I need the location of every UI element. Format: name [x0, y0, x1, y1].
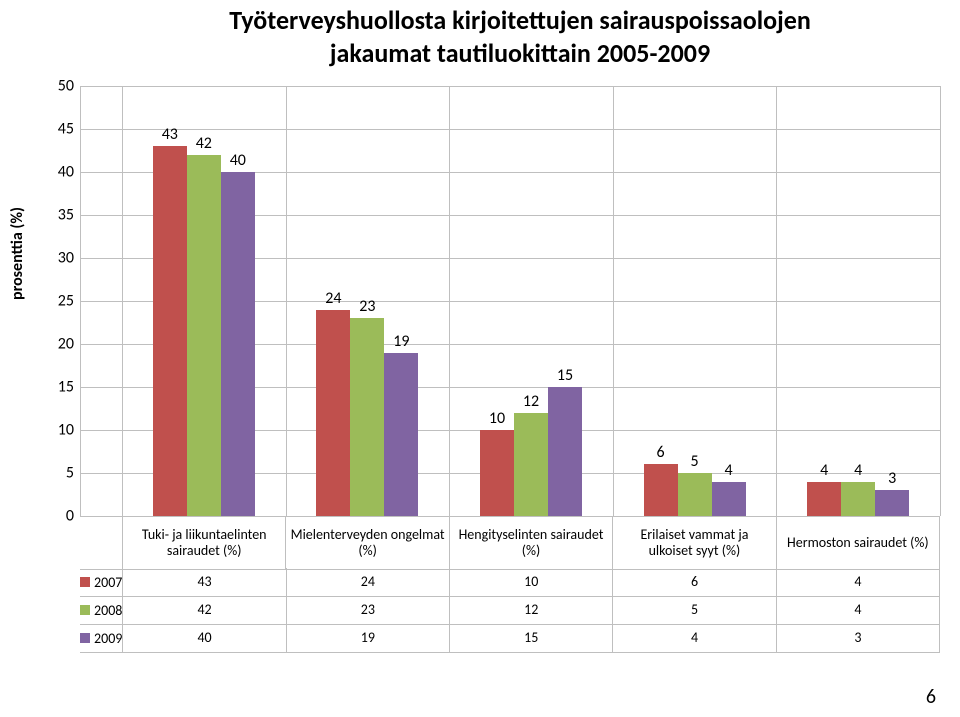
legend-value-cell: 40 [123, 624, 286, 652]
bar [807, 482, 841, 516]
legend-series-name: 2009 [94, 630, 122, 647]
legend-value-cell: 19 [287, 624, 450, 652]
legend-value-cell: 12 [450, 596, 613, 624]
bar [384, 353, 418, 516]
column-divider [80, 86, 81, 516]
category-label: Erilaiset vammat ja ulkoiset syyt (%) [613, 517, 776, 569]
legend-row: 200940191543 [80, 624, 940, 653]
legend-series-head: 2009 [80, 624, 123, 652]
category-label: Mielenterveyden ongelmat (%) [286, 517, 449, 569]
bar [875, 490, 909, 516]
legend-value-cell: 4 [613, 624, 776, 652]
bar-value-label: 23 [347, 297, 387, 316]
bar [678, 473, 712, 516]
legend-value-cell: 23 [287, 596, 450, 624]
y-tick-label: 35 [46, 206, 74, 225]
bar [480, 430, 514, 516]
chart-title: Työterveyshuollosta kirjoitettujen saira… [100, 4, 940, 69]
legend-value-cell: 4 [777, 596, 940, 624]
column-divider [940, 86, 941, 516]
bar-value-label: 12 [511, 392, 551, 411]
legend-swatch [80, 605, 90, 615]
y-tick-label: 10 [46, 421, 74, 440]
legend-value-cell: 5 [613, 596, 776, 624]
bar-value-label: 4 [709, 461, 749, 480]
bar-value-label: 19 [381, 332, 421, 351]
bar [350, 318, 384, 516]
legend-row: 200743241064 [80, 568, 940, 597]
y-tick-label: 30 [46, 249, 74, 268]
legend-value-cell: 4 [777, 568, 940, 596]
legend-row: 200842231254 [80, 596, 940, 625]
legend-series-head: 2008 [80, 596, 123, 624]
category-label: Hengityselinten sairaudet (%) [450, 517, 613, 569]
column-divider [776, 86, 777, 516]
y-tick-label: 15 [46, 378, 74, 397]
legend-value-cell: 10 [450, 568, 613, 596]
legend-head-empty [80, 517, 123, 569]
bar [316, 310, 350, 516]
bar-value-label: 42 [184, 134, 224, 153]
bar [841, 482, 875, 516]
category-label: Hermoston sairaudet (%) [777, 517, 940, 569]
column-divider [449, 86, 450, 516]
legend-value-cell: 24 [287, 568, 450, 596]
bar-value-label: 3 [872, 469, 912, 488]
legend-value-cell: 3 [777, 624, 940, 652]
page-number: 6 [926, 685, 936, 709]
legend-swatch [80, 577, 90, 587]
column-divider [286, 86, 287, 516]
y-tick-label: 45 [46, 120, 74, 139]
y-tick-label: 50 [46, 77, 74, 96]
bar-value-label: 10 [477, 409, 517, 428]
column-divider [613, 86, 614, 516]
bar-value-label: 40 [218, 151, 258, 170]
bar [644, 464, 678, 516]
bar [221, 172, 255, 516]
legend-value-cell: 6 [613, 568, 776, 596]
y-tick-label: 25 [46, 292, 74, 311]
bar [712, 482, 746, 516]
column-divider [122, 86, 123, 516]
legend-swatch [80, 633, 90, 643]
legend-series-head: 2007 [80, 568, 123, 596]
legend-series-name: 2007 [94, 574, 122, 591]
category-row: Tuki- ja liikuntaelinten sairaudet (%)Mi… [80, 516, 940, 570]
legend-value-cell: 42 [123, 596, 286, 624]
y-tick-label: 0 [46, 507, 74, 526]
legend-series-name: 2008 [94, 602, 122, 619]
bar-value-label: 15 [545, 366, 585, 385]
y-tick-label: 40 [46, 163, 74, 182]
gridline [80, 86, 940, 87]
bar [153, 146, 187, 516]
y-tick-label: 5 [46, 464, 74, 483]
gridline [80, 129, 940, 130]
bar [548, 387, 582, 516]
y-axis-label: prosenttia (%) [8, 207, 27, 300]
bar [514, 413, 548, 516]
category-label: Tuki- ja liikuntaelinten sairaudet (%) [123, 517, 286, 569]
legend-value-cell: 43 [123, 568, 286, 596]
plot-area: 0510152025303540455043424024231910121565… [80, 86, 940, 516]
legend-value-cell: 15 [450, 624, 613, 652]
bar [187, 155, 221, 516]
y-tick-label: 20 [46, 335, 74, 354]
